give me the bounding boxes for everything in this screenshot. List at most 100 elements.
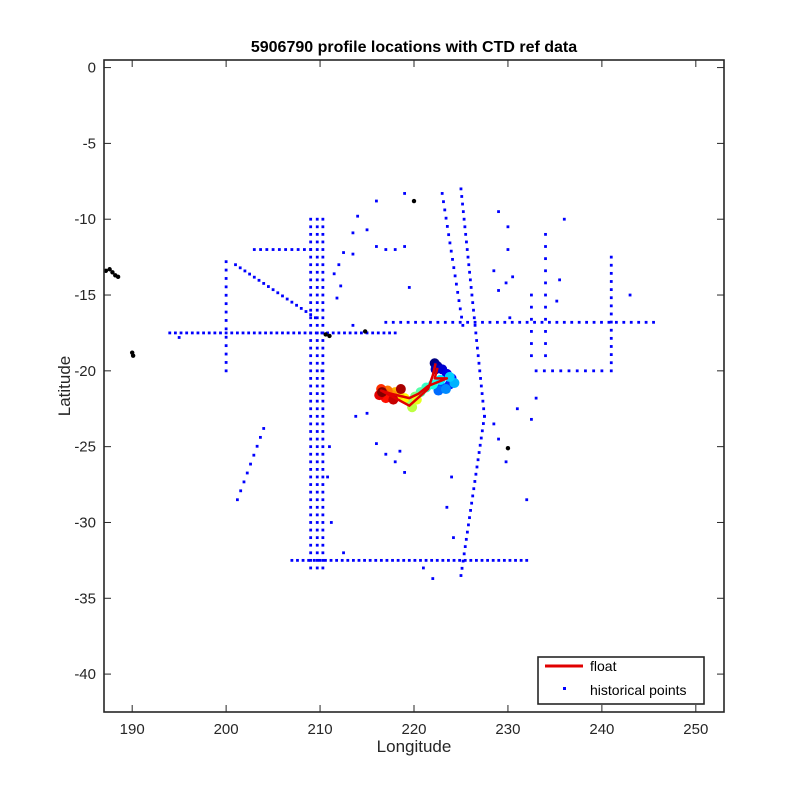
historical-point [321,475,325,479]
historical-point [315,422,319,426]
historical-point [309,346,313,350]
historical-point [376,331,380,335]
historical-point [385,558,389,562]
historical-point [519,558,523,562]
historical-point [480,558,484,562]
historical-point [321,505,325,509]
historical-point [321,286,325,289]
historical-point [413,558,417,562]
historical-point [393,460,397,464]
historical-point [644,320,648,324]
historical-point [337,331,341,335]
historical-point [534,369,538,373]
historical-point [459,574,463,577]
historical-point [444,216,448,220]
historical-point [309,331,313,335]
historical-point [321,566,325,570]
historical-point [321,498,325,502]
historical-point [609,280,613,283]
historical-point [315,354,319,358]
historical-point [365,331,369,335]
historical-point [448,241,452,245]
historical-point [447,233,451,237]
historical-point [321,248,325,251]
historical-point [461,323,465,327]
historical-point [321,414,325,418]
y-tick-label: -25 [74,439,96,456]
historical-point [315,566,319,570]
historical-point [478,369,482,373]
historical-point [315,248,319,251]
historical-point [414,320,417,324]
historical-point [558,278,562,282]
historical-point [351,323,355,327]
historical-point [224,331,228,335]
historical-point [468,516,471,520]
historical-point [315,521,319,524]
historical-point [224,352,228,356]
historical-point [480,392,484,395]
historical-point [281,331,284,335]
historical-point [592,369,596,373]
historical-point [486,558,489,562]
historical-point [351,558,355,562]
x-tick-label: 220 [401,721,426,738]
historical-point [307,558,311,562]
historical-point [224,319,228,322]
historical-point [309,460,313,464]
historical-point [482,407,486,411]
x-tick-label: 240 [589,721,614,738]
historical-point [321,301,325,305]
historical-point [506,248,510,251]
historical-point [224,344,228,348]
historical-point [544,330,547,333]
historical-point [469,558,473,562]
historical-point [321,316,325,320]
historical-point [315,323,319,327]
historical-point [271,288,275,292]
historical-point [224,293,228,297]
historical-point [451,257,454,261]
historical-point [326,331,329,335]
historical-point [497,437,500,441]
historical-point [461,559,465,563]
x-tick-label: 230 [495,721,520,738]
historical-point [471,494,475,498]
historical-point [562,217,566,221]
historical-point [470,293,474,297]
historical-point [309,490,313,494]
historical-point [312,558,316,562]
y-axis-title: Latitude [55,356,74,417]
historical-point [321,240,325,244]
historical-point [575,369,579,373]
historical-point [351,252,355,256]
historical-point [384,452,388,456]
coast-point [110,270,115,275]
historical-point [309,498,313,502]
y-tick-label: 0 [88,60,96,77]
historical-point [476,458,480,462]
historical-point [242,480,246,484]
historical-point [452,536,455,540]
historical-point [315,240,319,244]
historical-point [224,268,228,272]
historical-point [544,342,547,345]
historical-point [315,263,319,267]
historical-point [609,336,613,340]
float-profile-marker [444,371,455,382]
historical-point [321,543,325,547]
historical-point [534,396,538,400]
historical-point [555,299,559,303]
float-profile-marker [440,384,451,395]
historical-point [168,331,172,335]
historical-point [224,277,228,280]
historical-point [430,558,434,562]
historical-point [235,331,239,335]
historical-point [544,293,547,297]
historical-point [259,435,262,439]
historical-point [518,320,522,324]
plot-area [104,60,724,712]
historical-point [292,331,296,335]
historical-point [497,558,501,562]
legend-float-label: float [590,658,617,674]
